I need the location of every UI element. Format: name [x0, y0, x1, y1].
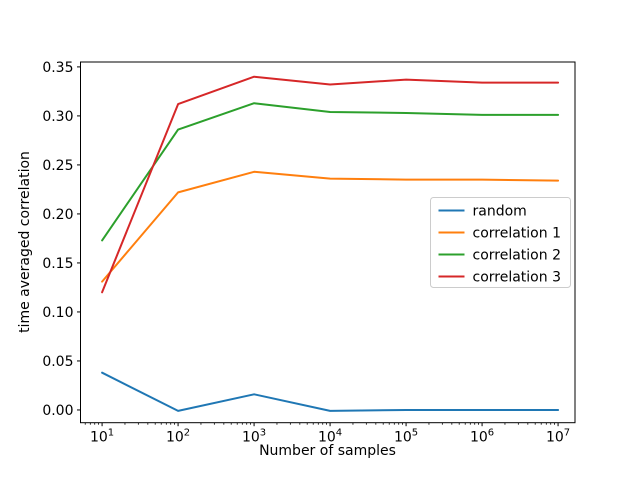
x-tick-label: 107: [546, 428, 570, 446]
legend-box: [430, 197, 571, 288]
legend-label: correlation 1: [473, 226, 561, 242]
x-tick-label: 105: [394, 428, 418, 446]
x-tick-label: 102: [166, 428, 190, 446]
y-tick-label: 0.15: [42, 256, 73, 272]
series-random: [101, 371, 560, 412]
y-tick-label: 0.35: [42, 60, 73, 76]
series-correlation-2: [101, 102, 560, 242]
series-layer: [101, 75, 560, 412]
y-tick-label: 0.25: [42, 158, 73, 174]
x-tick-label: 101: [90, 428, 114, 446]
legend-label: correlation 3: [473, 270, 561, 286]
x-tick-label: 104: [318, 428, 342, 446]
x-axis-label: Number of samples: [259, 443, 396, 459]
y-tick-label: 0.10: [42, 305, 73, 321]
x-tick-label: 103: [242, 428, 266, 446]
y-tick-label: 0.20: [42, 207, 73, 223]
legend-label: correlation 2: [473, 248, 561, 264]
y-tick-label: 0.05: [42, 354, 73, 370]
legend: random correlation 1 correlation 2 correlat…: [430, 197, 571, 288]
y-tick-label: 0.00: [42, 403, 73, 419]
series-correlation-3: [101, 75, 560, 294]
legend-label: random: [473, 204, 527, 220]
series-correlation-1: [101, 170, 560, 283]
axes-spines: [80, 61, 576, 424]
axes-layer: 0.00 0.05 0.10 0.15 0.20 0.25 0.30 0.35 101 102 10…: [42, 60, 576, 446]
y-axis-label: time averaged correlation: [17, 151, 33, 333]
y-tick-label: 0.30: [42, 109, 73, 125]
x-tick-label: 106: [470, 428, 494, 446]
